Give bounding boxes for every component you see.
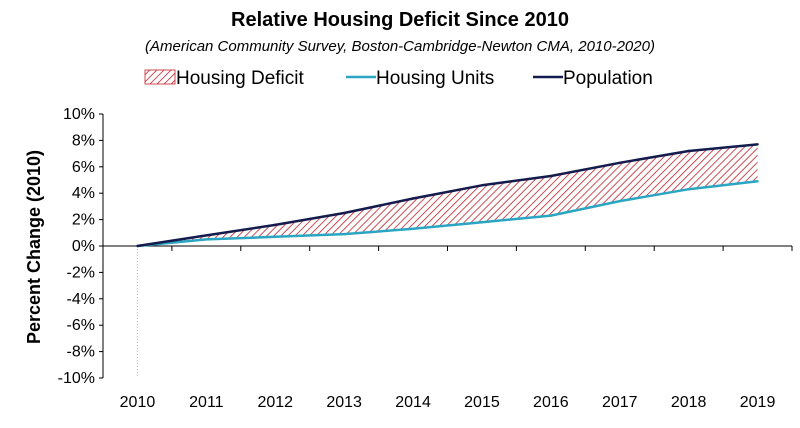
legend-label-population: Population	[563, 68, 653, 89]
x-tick-label: 2018	[671, 394, 707, 411]
x-tick-label: 2015	[464, 394, 500, 411]
housing-units-line	[137, 180, 758, 248]
y-tick-label: 2%	[72, 212, 95, 229]
population-point	[274, 223, 277, 227]
chart-subtitle: (American Community Survey, Boston-Cambr…	[145, 38, 655, 55]
population-point	[549, 174, 553, 178]
plot-area: 10% 8% 6% 4% 2% 0% -2% -4% -6% -8% -10% 2010 2011 201…	[58, 106, 793, 411]
housing-units-point	[274, 235, 277, 238]
housing-units-point	[756, 180, 759, 183]
population-point	[342, 211, 346, 215]
x-tick-label: 2011	[189, 394, 224, 411]
housing-units-point	[549, 214, 553, 217]
y-tick-label: 0%	[72, 238, 95, 255]
chart-title: Relative Housing Deficit Since 2010	[231, 9, 569, 31]
legend: Housing Deficit Housing Units Population	[144, 68, 653, 89]
housing-units-point	[205, 238, 208, 241]
y-axis-label: Percent Change (2010)	[24, 150, 44, 344]
legend-label-housing-deficit: Housing Deficit	[176, 68, 304, 89]
y-tick-label: -2%	[67, 264, 95, 281]
legend-swatch-housing-deficit	[144, 69, 176, 85]
x-tick-label: 2010	[120, 394, 156, 411]
population-point	[411, 197, 415, 200]
y-tick-label: -8%	[67, 344, 95, 361]
x-tick-label: 2012	[257, 394, 293, 411]
x-tick-label: 2014	[395, 394, 431, 411]
population-point	[618, 161, 621, 165]
y-tick-label: -6%	[67, 317, 95, 334]
y-tick-label: 6%	[72, 159, 95, 176]
x-tick-label: 2017	[602, 394, 638, 411]
y-tick-label: 4%	[72, 185, 95, 202]
x-tick-label: 2013	[326, 394, 362, 411]
housing-units-point	[480, 221, 484, 224]
population-point	[205, 234, 208, 237]
housing-units-point	[618, 199, 621, 203]
population-point	[480, 184, 484, 187]
population-point	[687, 149, 690, 153]
x-tick-label: 2016	[533, 394, 569, 411]
x-tick-label: 2019	[740, 394, 776, 411]
y-tick-label: 8%	[72, 132, 95, 149]
y-tick-label: 10%	[63, 106, 95, 123]
housing-deficit-area	[137, 144, 758, 246]
housing-units-point	[342, 232, 346, 236]
housing-units-point	[687, 188, 690, 191]
population-point	[756, 143, 759, 146]
y-tick-label: -4%	[67, 291, 95, 308]
legend-label-housing-units: Housing Units	[376, 68, 494, 89]
y-tick-label: -10%	[58, 370, 95, 387]
housing-units-point	[411, 227, 415, 231]
population-line	[137, 143, 758, 248]
population-point	[136, 244, 139, 248]
